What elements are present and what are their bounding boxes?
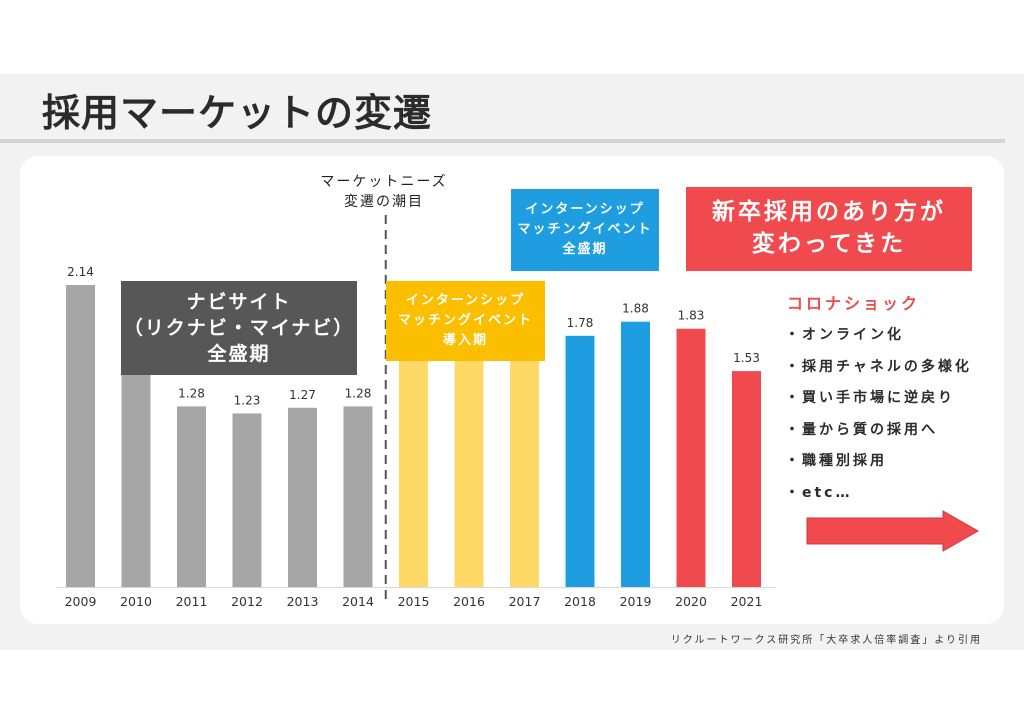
title-divider [0, 139, 1005, 143]
trend-arrow-icon [806, 510, 980, 552]
covid-item: ・量から質の採用へ [785, 421, 938, 438]
x-tick-label: 2012 [231, 594, 263, 609]
value-label: 1.83 [678, 309, 705, 323]
bar-2015 [399, 359, 428, 587]
x-tick-label: 2013 [287, 594, 319, 609]
recruiting-change-box: 新卒採用のあり方が 変わってきた [686, 187, 972, 271]
bar-2021 [732, 371, 761, 587]
source-citation: リクルートワークス研究所「大卒求人倍率調査」より引用 [670, 635, 982, 646]
navi-site-era-box: ナビサイト （リクナビ・マイナビ） 全盛期 [121, 281, 357, 375]
bar-2020 [676, 328, 706, 587]
covid-item: ・オンライン化 [785, 327, 904, 343]
market-needs-label: マーケットニーズ 変遷の潮目 [320, 174, 448, 211]
x-tick-label: 2018 [564, 594, 596, 609]
bar-2009 [66, 285, 95, 587]
value-label: 1.23 [234, 393, 261, 407]
bar-2016 [454, 342, 484, 587]
bar-2017 [510, 341, 539, 587]
bar-2012 [232, 413, 262, 587]
bar-2011 [177, 406, 206, 587]
x-tick-label: 2010 [120, 594, 152, 609]
bar-2010 [121, 358, 151, 587]
x-tick-label: 2019 [620, 594, 652, 609]
x-tick-label: 2021 [731, 594, 763, 609]
bar-2018 [565, 335, 595, 587]
value-label: 2.14 [67, 265, 94, 279]
value-label: 1.27 [289, 388, 316, 402]
covid-shock-title: コロナショック [787, 294, 921, 313]
x-tick-label: 2020 [675, 594, 707, 609]
x-tick-label: 2016 [453, 594, 485, 609]
x-tick-label: 2014 [342, 594, 374, 609]
covid-item: ・買い手市場に逆戻り [785, 390, 955, 406]
internship-intro-era-box: インターンシップ マッチングイベント 導入期 [386, 281, 545, 361]
covid-item: ・職種別採用 [785, 453, 887, 469]
value-label: 1.78 [567, 316, 594, 330]
internship-peak-era-box: インターンシップ マッチングイベント 全盛期 [511, 189, 659, 271]
x-tick-label: 2017 [509, 594, 541, 609]
covid-impact-list: ・オンライン化 ・採用チャネルの多様化 ・買い手市場に逆戻り ・量から質の採用へ… [785, 320, 972, 509]
x-tick-label: 2009 [65, 594, 97, 609]
x-tick-label: 2015 [398, 594, 430, 609]
covid-item: ・採用チャネルの多様化 [785, 358, 972, 375]
bar-2013 [288, 407, 317, 587]
page-title: 採用マーケットの変遷 [42, 91, 433, 135]
value-label: 1.28 [345, 386, 372, 400]
bar-2019 [621, 321, 650, 587]
covid-item: ・etc… [785, 484, 853, 501]
x-tick-label: 2011 [176, 594, 208, 609]
value-label: 1.53 [733, 351, 760, 365]
bar-2014 [343, 406, 373, 587]
value-label: 1.28 [178, 386, 205, 400]
value-label: 1.88 [622, 302, 649, 316]
